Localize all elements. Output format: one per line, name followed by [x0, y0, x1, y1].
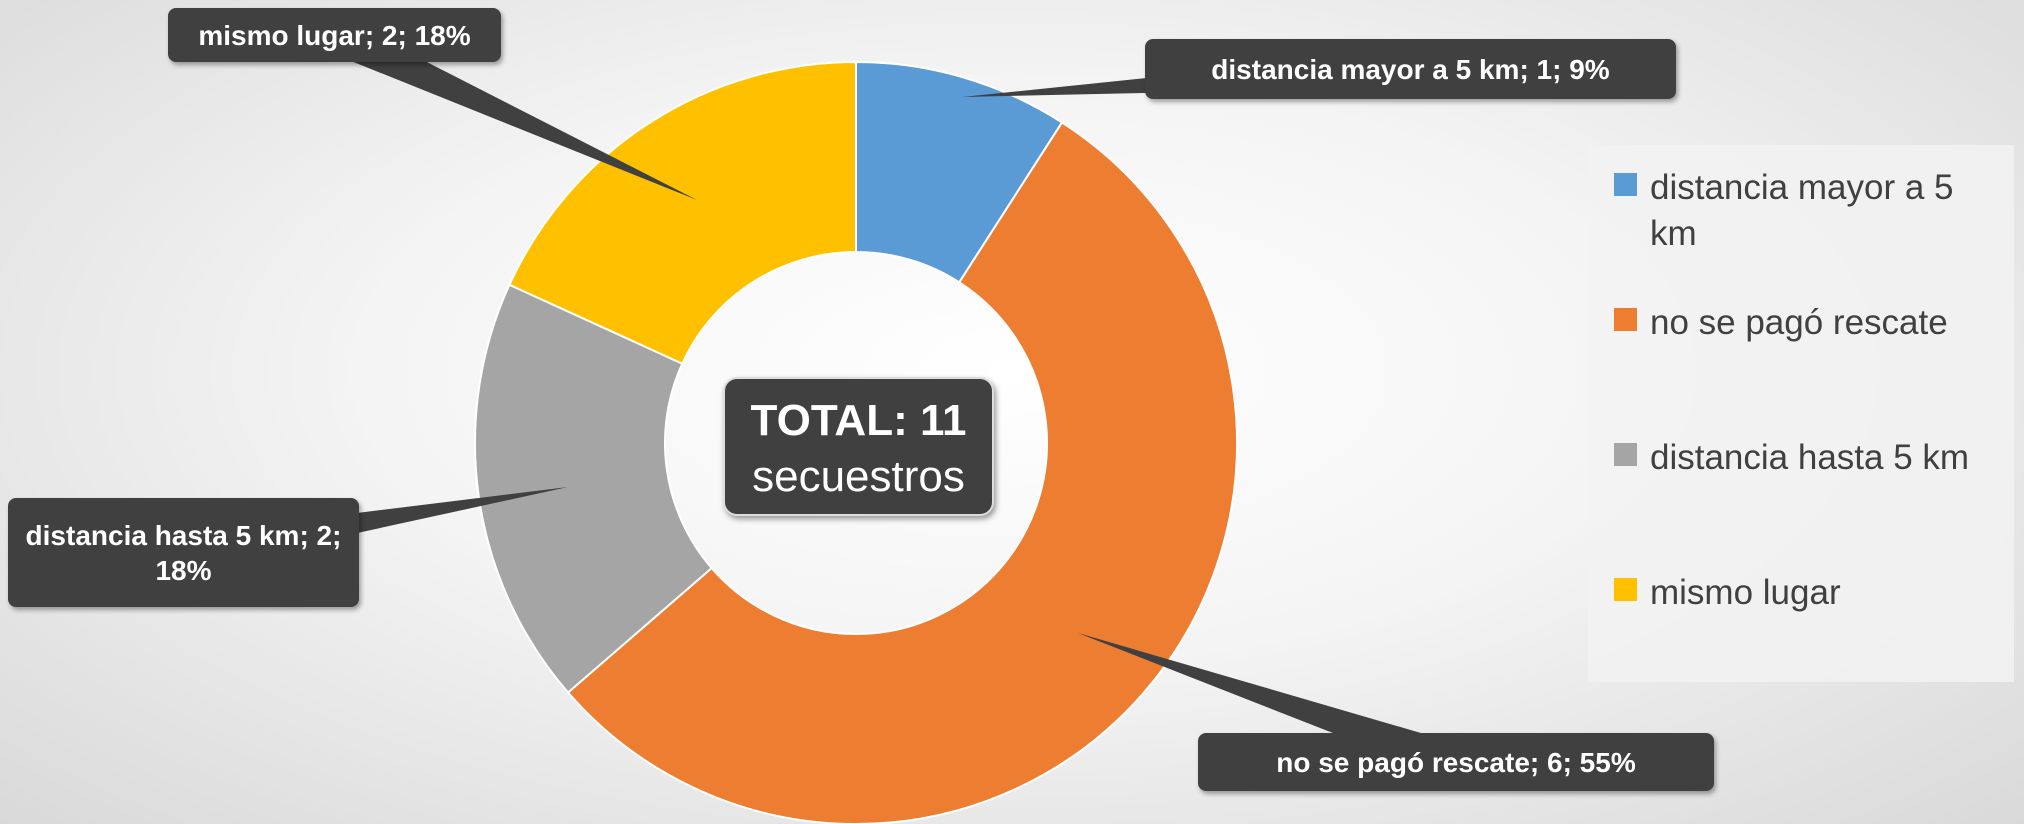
data-label: distancia hasta 5 km; 2; 18% [8, 498, 359, 607]
center-label: TOTAL: 11 secuestros [723, 377, 994, 516]
legend: distancia mayor a 5 km no se pagó rescate… [1588, 145, 2014, 682]
data-label: distancia mayor a 5 km; 1; 9% [1145, 39, 1676, 99]
legend-swatch [1614, 578, 1637, 601]
center-subtitle: secuestros [752, 452, 965, 501]
data-label: no se pagó rescate; 6; 55% [1198, 733, 1714, 791]
legend-label: distancia hasta 5 km [1650, 438, 1970, 477]
center-title: TOTAL: 11 [750, 396, 967, 445]
data-label: mismo lugar; 2; 18% [168, 8, 501, 62]
slice [566, 121, 1238, 824]
legend-label: distancia mayor a 5 km [1650, 168, 1954, 253]
legend-label: mismo lugar [1650, 573, 1841, 612]
legend-label: no se pagó rescate [1650, 303, 1948, 342]
slice [474, 283, 714, 694]
callout-pointer [327, 18, 697, 200]
legend-swatch [1614, 173, 1637, 196]
legend-swatch [1614, 308, 1637, 331]
legend-swatch [1614, 443, 1637, 466]
slice [508, 60, 857, 365]
